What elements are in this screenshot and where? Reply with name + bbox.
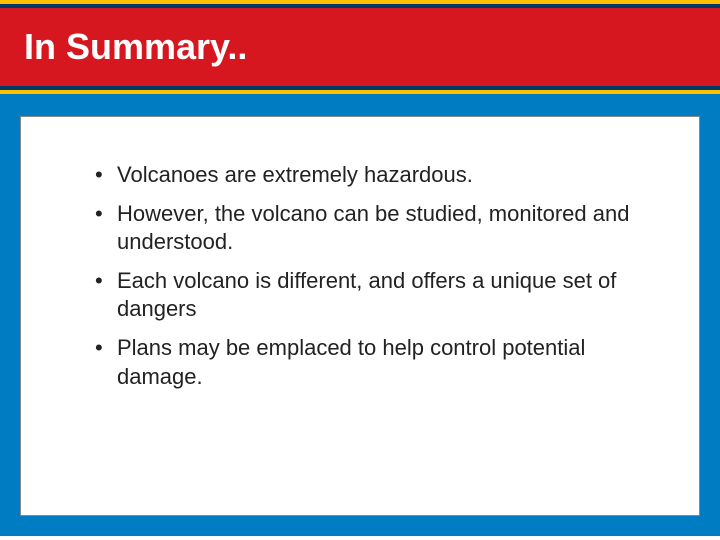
slide-body: Volcanoes are extremely hazardous. Howev… bbox=[0, 94, 720, 536]
content-box: Volcanoes are extremely hazardous. Howev… bbox=[20, 116, 700, 516]
list-item: Plans may be emplaced to help control po… bbox=[77, 334, 643, 391]
bullet-list: Volcanoes are extremely hazardous. Howev… bbox=[77, 161, 643, 391]
list-item: Each volcano is different, and offers a … bbox=[77, 267, 643, 324]
slide: In Summary.. Volcanoes are extremely haz… bbox=[0, 0, 720, 540]
slide-header: In Summary.. bbox=[0, 8, 720, 86]
list-item: However, the volcano can be studied, mon… bbox=[77, 200, 643, 257]
list-item: Volcanoes are extremely hazardous. bbox=[77, 161, 643, 190]
slide-title: In Summary.. bbox=[24, 26, 247, 68]
